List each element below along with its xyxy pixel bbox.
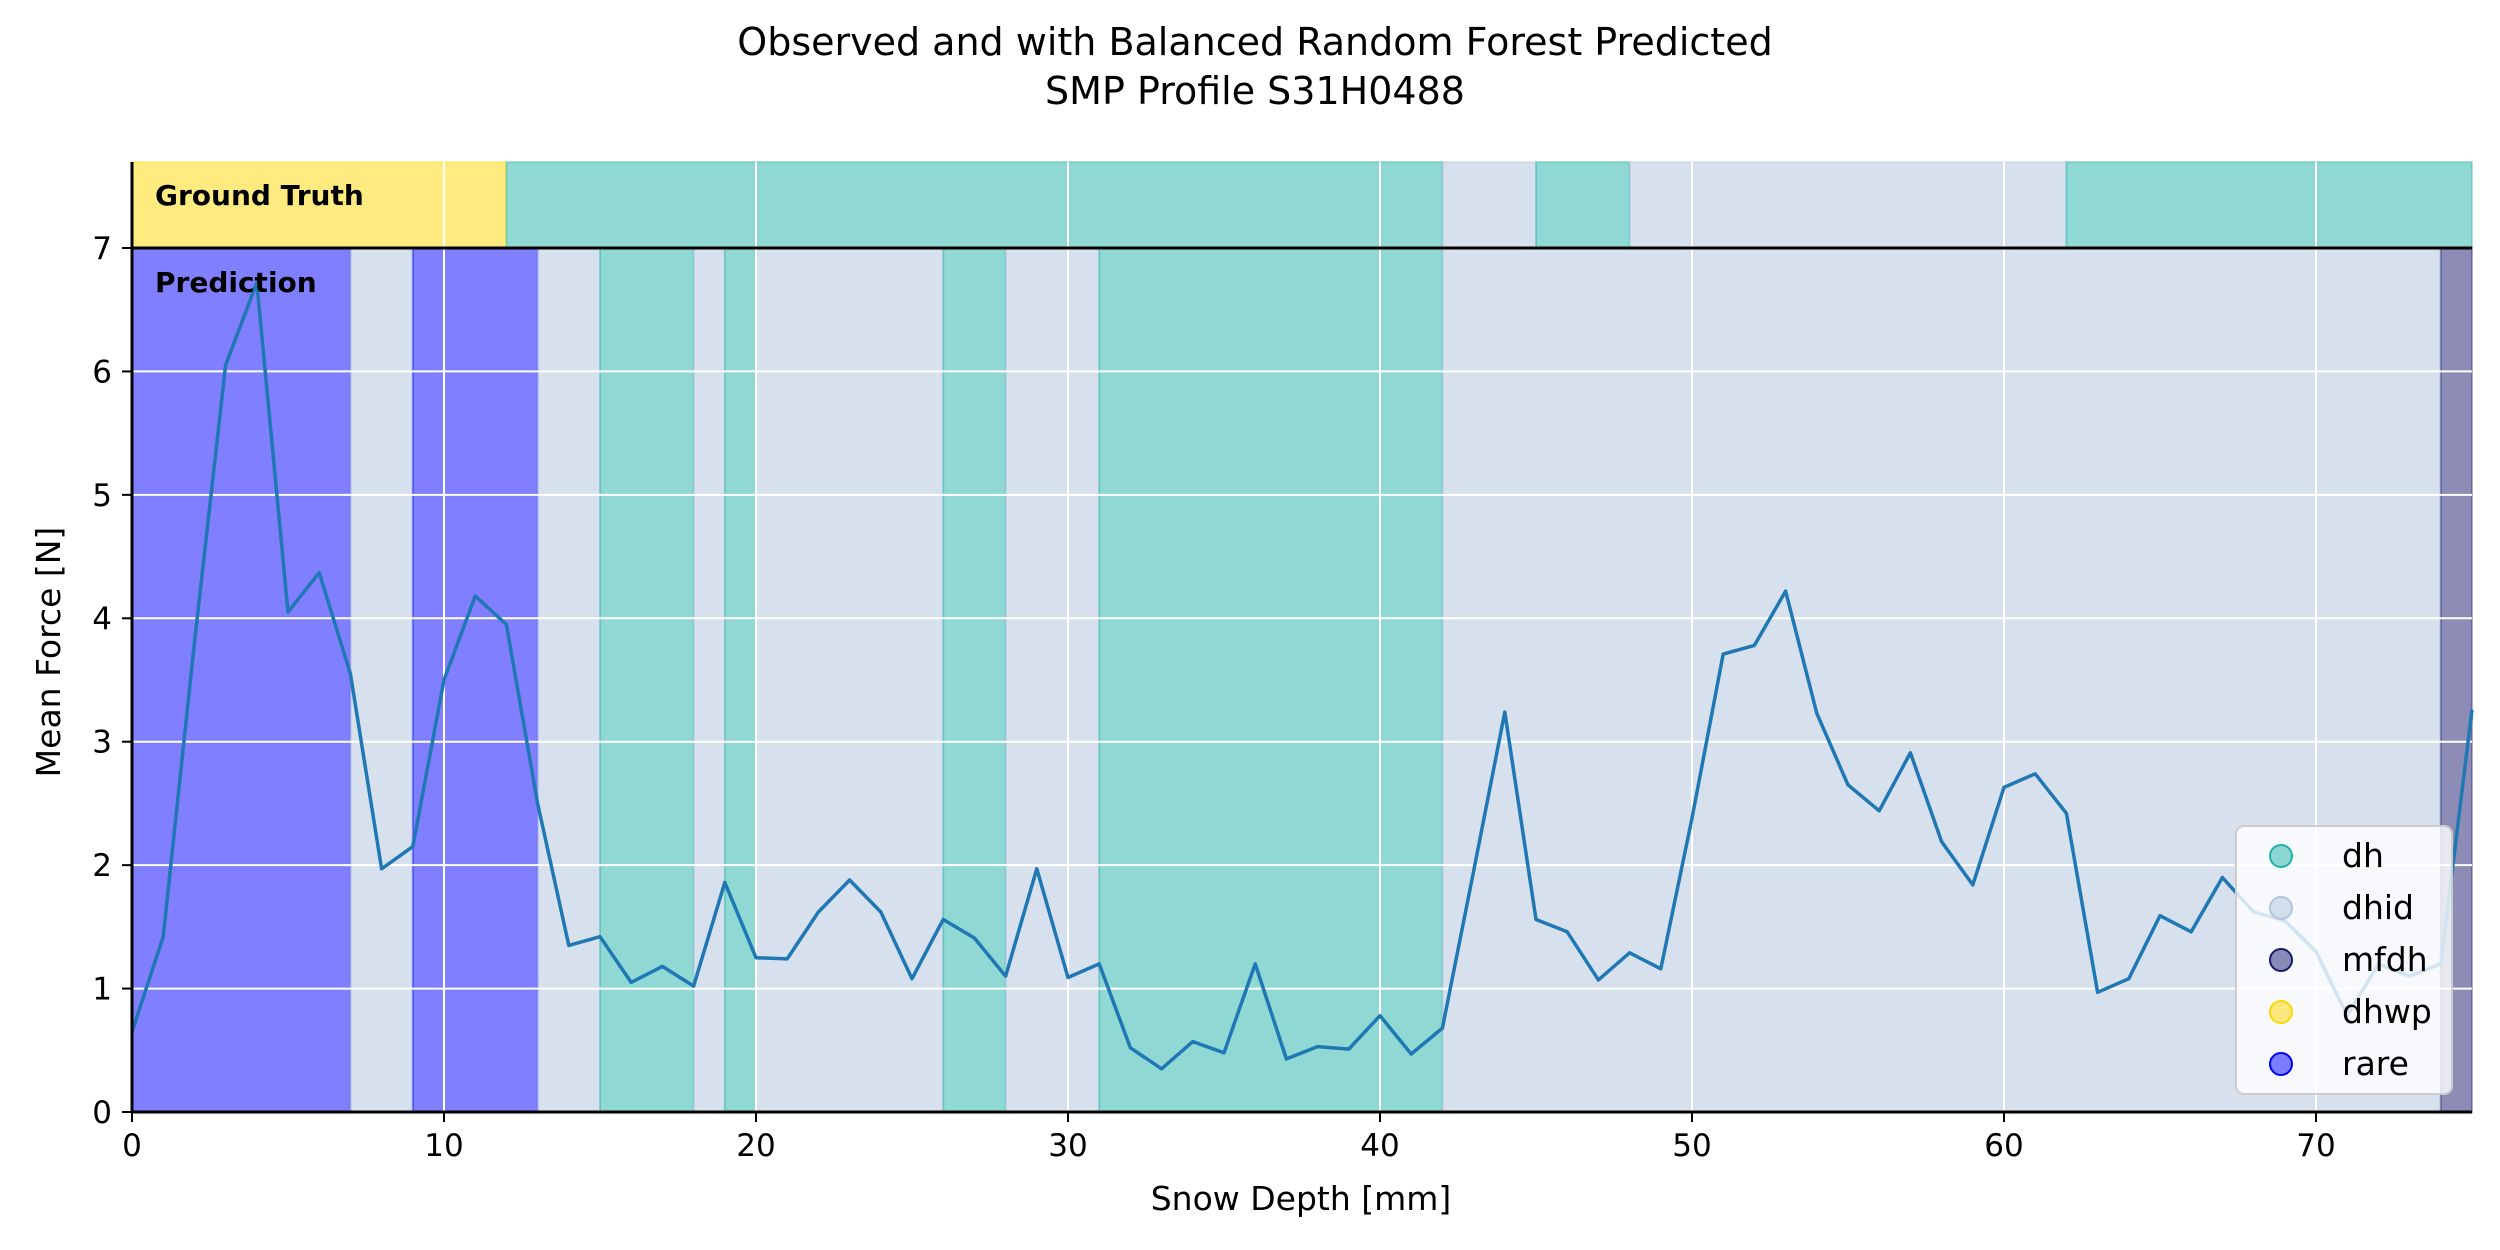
ground-truth-band xyxy=(131,161,2473,249)
ground-truth-segment-dh xyxy=(1535,161,1631,249)
prediction-segment-dh xyxy=(723,247,757,1113)
prediction-segment-dh xyxy=(942,247,1007,1113)
legend-label-dh: dh xyxy=(2342,836,2384,875)
x-axis-label: Snow Depth [mm] xyxy=(1151,1179,1452,1218)
chart-subtitle: SMP Profile S31H0488 xyxy=(1045,69,1465,113)
prediction-segment-dhid xyxy=(755,247,945,1113)
legend-label-mfdh: mfdh xyxy=(2342,940,2428,979)
force-series xyxy=(130,280,2474,1071)
x-tick-label: 50 xyxy=(1672,1128,1711,1164)
force-line xyxy=(130,280,2474,1071)
legend-box xyxy=(2235,825,2453,1095)
chart-title: Observed and with Balanced Random Forest… xyxy=(737,20,1772,64)
x-tick-label: 10 xyxy=(424,1128,463,1164)
x-tick-label: 40 xyxy=(1360,1128,1399,1164)
ground-truth-label: Ground Truth xyxy=(155,179,364,212)
prediction-segment-dhid xyxy=(536,247,601,1113)
ground-truth-segment-dhid xyxy=(1441,161,1538,249)
x-tick-label: 60 xyxy=(1984,1128,2023,1164)
legend: dh dhid mfdh dhwp rare xyxy=(2235,825,2453,1095)
y-tick-label: 5 xyxy=(92,478,112,514)
y-tick-label: 0 xyxy=(92,1095,112,1131)
legend-marker-mfdh xyxy=(2269,948,2293,972)
legend-marker-dhwp xyxy=(2269,1000,2293,1024)
x-tick-label: 0 xyxy=(122,1128,142,1164)
x-tick-label: 20 xyxy=(736,1128,775,1164)
x-tick-label: 70 xyxy=(2296,1128,2335,1164)
legend-label-dhwp: dhwp xyxy=(2342,992,2432,1031)
prediction-band xyxy=(131,247,2474,1113)
legend-marker-rare xyxy=(2269,1052,2293,1076)
y-tick-label: 4 xyxy=(92,601,112,637)
y-tick-label: 1 xyxy=(92,972,112,1008)
axes: 0 10 20 30 40 50 60 70 0 1 2 3 4 5 6 7 xyxy=(92,162,2472,1164)
y-tick-label: 6 xyxy=(92,354,112,390)
y-tick-label: 7 xyxy=(92,231,112,267)
prediction-segment-dhid xyxy=(349,247,414,1113)
legend-marker-dh xyxy=(2269,844,2293,868)
prediction-label: Prediction xyxy=(155,266,317,299)
ground-truth-segment-dhid xyxy=(1628,161,2068,249)
prediction-segment-rare xyxy=(411,247,539,1113)
y-tick-label: 3 xyxy=(92,725,112,761)
prediction-segment-dh xyxy=(1098,247,1444,1113)
legend-label-rare: rare xyxy=(2342,1044,2409,1083)
ground-truth-segment-dh xyxy=(2065,161,2473,249)
prediction-segment-dhid xyxy=(1004,247,1101,1113)
legend-marker-dhid xyxy=(2269,896,2293,920)
y-axis-label: Mean Force [N] xyxy=(29,527,68,778)
x-tick-label: 30 xyxy=(1048,1128,1087,1164)
prediction-segment-dhid xyxy=(692,247,726,1113)
prediction-segment-rare xyxy=(131,247,352,1113)
legend-label-dhid: dhid xyxy=(2342,888,2414,927)
prediction-segment-dh xyxy=(599,247,695,1113)
y-tick-label: 2 xyxy=(92,848,112,884)
ground-truth-segment-dh xyxy=(505,161,1444,249)
